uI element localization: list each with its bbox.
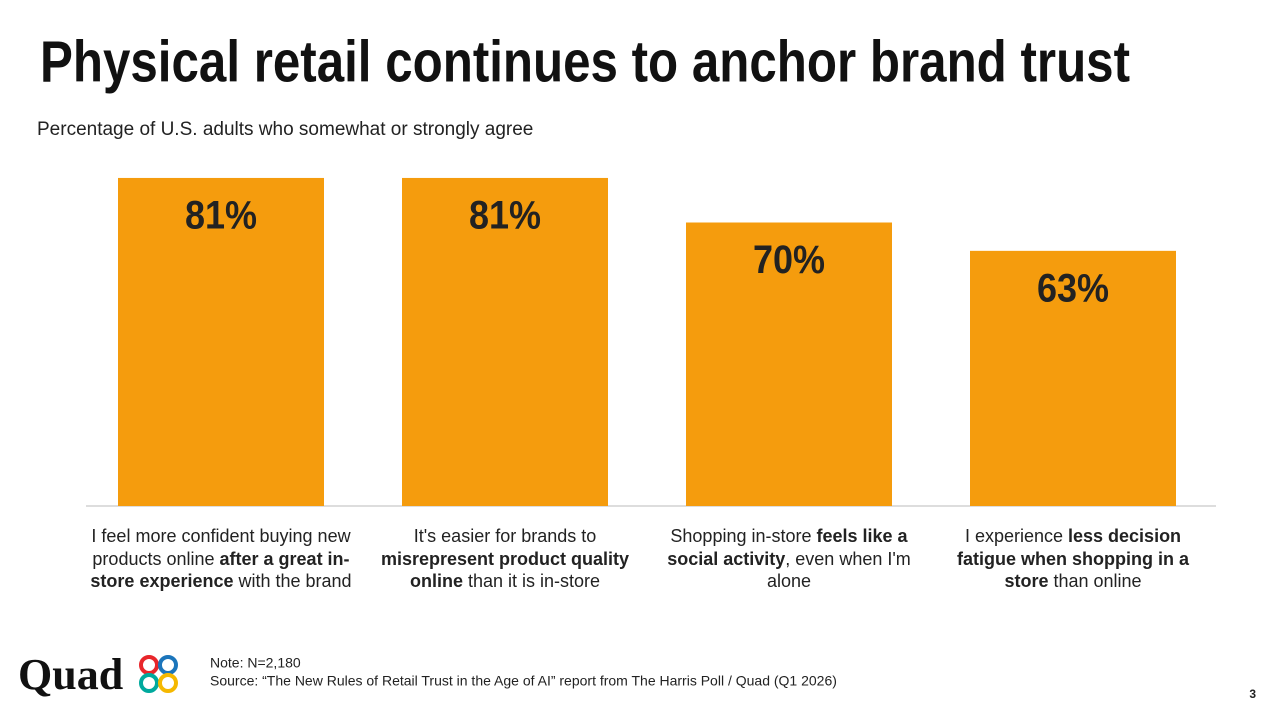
x-tick-label: It's easier for brands to misrepresent p… bbox=[370, 525, 640, 593]
bar bbox=[402, 177, 608, 506]
category-text: , even when I'm alone bbox=[766, 548, 911, 592]
x-tick-label: Shopping in-store feels like a social ac… bbox=[654, 525, 924, 593]
value-label: 81% bbox=[469, 194, 541, 238]
x-tick-label: I feel more confident buying new product… bbox=[86, 525, 356, 593]
note: Note: N=2,180 bbox=[210, 655, 301, 671]
page-number: 3 bbox=[1249, 687, 1256, 701]
category-text: I feel more confident buying new product… bbox=[91, 526, 351, 569]
category-text: Shopping in-store bbox=[670, 526, 817, 546]
logo-icon bbox=[139, 655, 178, 693]
value-label: 81% bbox=[185, 194, 257, 238]
chart-title: Physical retail continues to anchor bran… bbox=[40, 29, 1130, 94]
value-label: 63% bbox=[1037, 266, 1109, 310]
category-text: feels like a social activity bbox=[667, 526, 908, 569]
category-text: It's easier for brands to bbox=[413, 526, 597, 546]
category-text: less decision fatigue when shopping in a… bbox=[957, 526, 1189, 591]
category-text: than online bbox=[1048, 571, 1142, 591]
logo: Quad bbox=[18, 650, 123, 699]
value-label: 70% bbox=[753, 238, 825, 282]
source: Source: “The New Rules of Retail Trust i… bbox=[210, 673, 837, 689]
x-tick-label: I experience less decision fatigue when … bbox=[938, 525, 1208, 593]
category-text: with the brand bbox=[233, 571, 352, 591]
bar bbox=[118, 177, 324, 506]
category-text: I experience bbox=[964, 526, 1068, 546]
bar bbox=[970, 250, 1176, 506]
chart-subtitle: Percentage of U.S. adults who somewhat o… bbox=[37, 119, 533, 140]
category-text: than it is in-store bbox=[462, 571, 601, 591]
bar bbox=[686, 222, 892, 506]
category-text: after a great in-store experience bbox=[90, 548, 350, 592]
category-text: misrepresent product quality online bbox=[380, 548, 630, 592]
